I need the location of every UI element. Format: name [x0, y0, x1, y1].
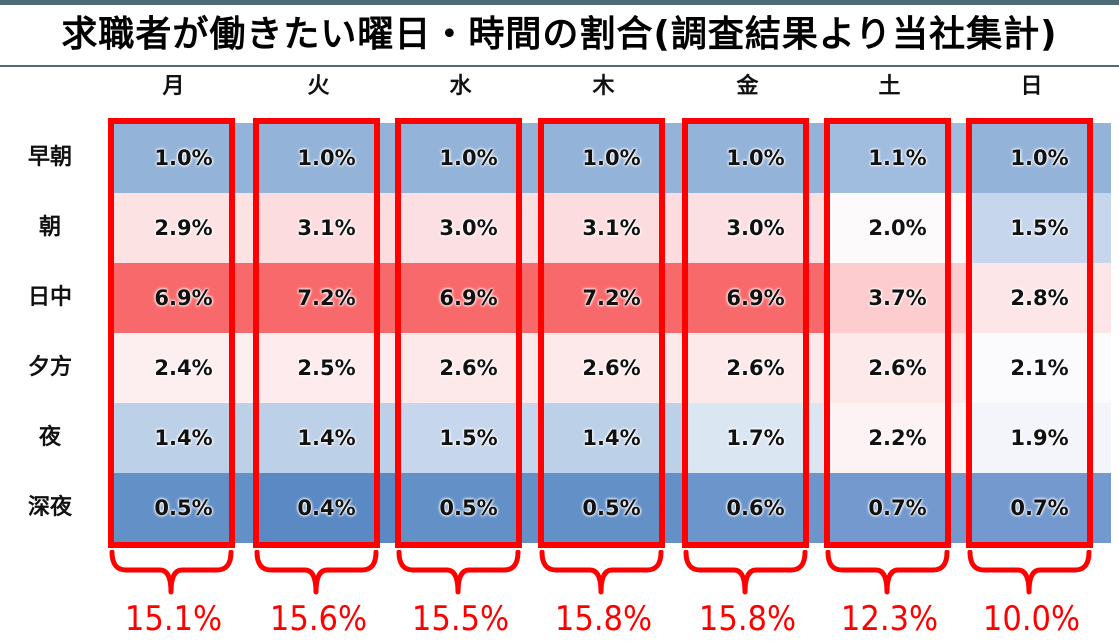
highlight-box-wed [395, 118, 522, 548]
day-header-thu: 木 [592, 74, 615, 99]
highlight-box-thu [538, 118, 665, 548]
day-header-sun: 日 [1020, 74, 1043, 99]
curly-brace-icon [682, 549, 809, 595]
top-bar [0, 0, 1119, 5]
day-header-wed: 水 [449, 74, 472, 99]
day-header-fri: 金 [736, 74, 759, 99]
chart-title: 求職者が働きたい曜日・時間の割合(調査結果より当社集計) [61, 14, 1058, 55]
total-wed: 15.5% [411, 599, 510, 639]
curly-brace-icon [253, 549, 380, 595]
highlight-box-sat [824, 118, 951, 548]
curly-brace-icon [966, 549, 1093, 595]
total-sun: 10.0% [982, 599, 1081, 639]
row-label-early-morning: 早朝 [27, 145, 72, 170]
highlight-box-fri [682, 118, 809, 548]
curly-brace-icon [538, 549, 665, 595]
row-label-night: 夜 [38, 425, 61, 450]
row-label-late-night: 深夜 [27, 495, 72, 520]
highlight-box-tue [253, 118, 380, 548]
curly-brace-icon [108, 549, 235, 595]
curly-brace-icon [824, 549, 951, 595]
title-divider [0, 65, 1119, 67]
row-label-morning: 朝 [38, 215, 61, 240]
total-thu: 15.8% [554, 599, 653, 639]
highlight-box-mon [108, 118, 235, 548]
highlight-box-sun [966, 118, 1093, 548]
row-label-daytime: 日中 [27, 285, 72, 310]
total-sat: 12.3% [840, 599, 939, 639]
row-label-evening: 夕方 [27, 355, 72, 380]
total-fri: 15.8% [698, 599, 797, 639]
curly-brace-icon [395, 549, 522, 595]
day-header-mon: 月 [162, 74, 185, 99]
total-mon: 15.1% [124, 599, 223, 639]
day-header-tue: 火 [307, 74, 330, 99]
day-header-sat: 土 [878, 74, 901, 99]
total-tue: 15.6% [269, 599, 368, 639]
